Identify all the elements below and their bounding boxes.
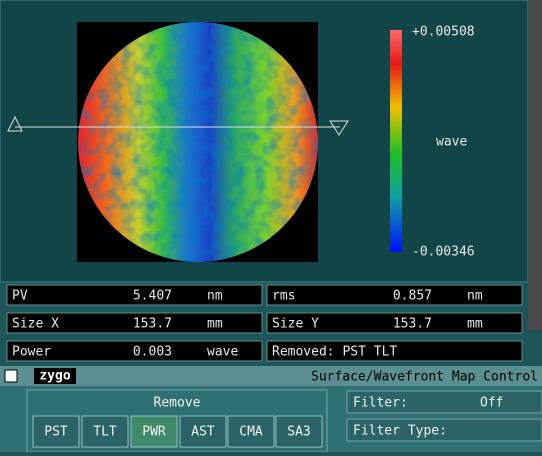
remove-button-label: SA3	[287, 425, 310, 440]
remove-button-label: PWR	[142, 425, 166, 440]
stat-label: Power	[12, 345, 51, 360]
stat-box	[6, 312, 263, 334]
stat-value: 5.407	[133, 289, 172, 304]
remove-title: Remove	[154, 396, 201, 411]
stat-unit: nm	[467, 289, 483, 304]
filter-label: Filter:	[353, 396, 408, 411]
stat-box	[6, 340, 263, 362]
window-icon[interactable]	[4, 369, 18, 383]
profile-marker[interactable]	[329, 120, 349, 136]
stat-unit: mm	[467, 317, 483, 332]
stat-box	[266, 340, 523, 362]
removed-terms: Removed: PST TLT	[272, 345, 397, 360]
filter-value: Off	[480, 396, 503, 411]
stat-value: 153.7	[133, 317, 172, 332]
scale-max: +0.00508	[412, 25, 475, 40]
filter-field[interactable]	[346, 390, 542, 414]
wavefront-map	[78, 22, 318, 262]
title-bar	[0, 366, 542, 386]
color-bar	[390, 30, 402, 252]
stat-value: 0.857	[393, 289, 432, 304]
stat-box	[6, 284, 263, 306]
scale-min: -0.00346	[412, 245, 475, 260]
stat-value: 153.7	[393, 317, 432, 332]
stats: PV 5.407 nm rms 0.857 nm Size X 153.7 mm Size Y 15…	[6, 284, 523, 362]
stat-value: 0.003	[133, 345, 172, 360]
stat-box	[266, 312, 523, 334]
stat-label: rms	[272, 289, 295, 304]
profile-marker[interactable]	[7, 115, 23, 132]
filter-type-label: Filter Type:	[353, 424, 447, 439]
remove-button-label: AST	[191, 425, 215, 440]
filter-type-field[interactable]	[346, 418, 542, 442]
stat-label: PV	[12, 289, 28, 304]
remove-button[interactable]	[81, 415, 129, 448]
stat-box	[266, 284, 523, 306]
remove-button-label: PST	[44, 425, 68, 440]
stat-unit: nm	[207, 289, 223, 304]
remove-button-label: TLT	[93, 425, 117, 440]
stat-label: Size X	[12, 317, 59, 332]
stat-unit: mm	[207, 317, 223, 332]
remove-button-label: CMA	[239, 425, 263, 440]
remove-button[interactable]	[275, 415, 323, 448]
remove-button[interactable]	[179, 415, 227, 448]
remove-button[interactable]	[32, 415, 80, 448]
remove-button[interactable]	[227, 415, 275, 448]
side-panel	[528, 0, 542, 330]
logo-box	[34, 368, 76, 384]
remove-buttons: PST TLT PWR AST CMA SA3	[32, 415, 323, 448]
stat-label: Size Y	[272, 317, 319, 332]
logo: zygo	[39, 369, 70, 384]
scale-unit: wave	[436, 135, 467, 150]
remove-button[interactable]	[130, 415, 178, 448]
stat-unit: wave	[207, 345, 238, 360]
window-title: Surface/Wavefront Map Control	[311, 370, 538, 385]
